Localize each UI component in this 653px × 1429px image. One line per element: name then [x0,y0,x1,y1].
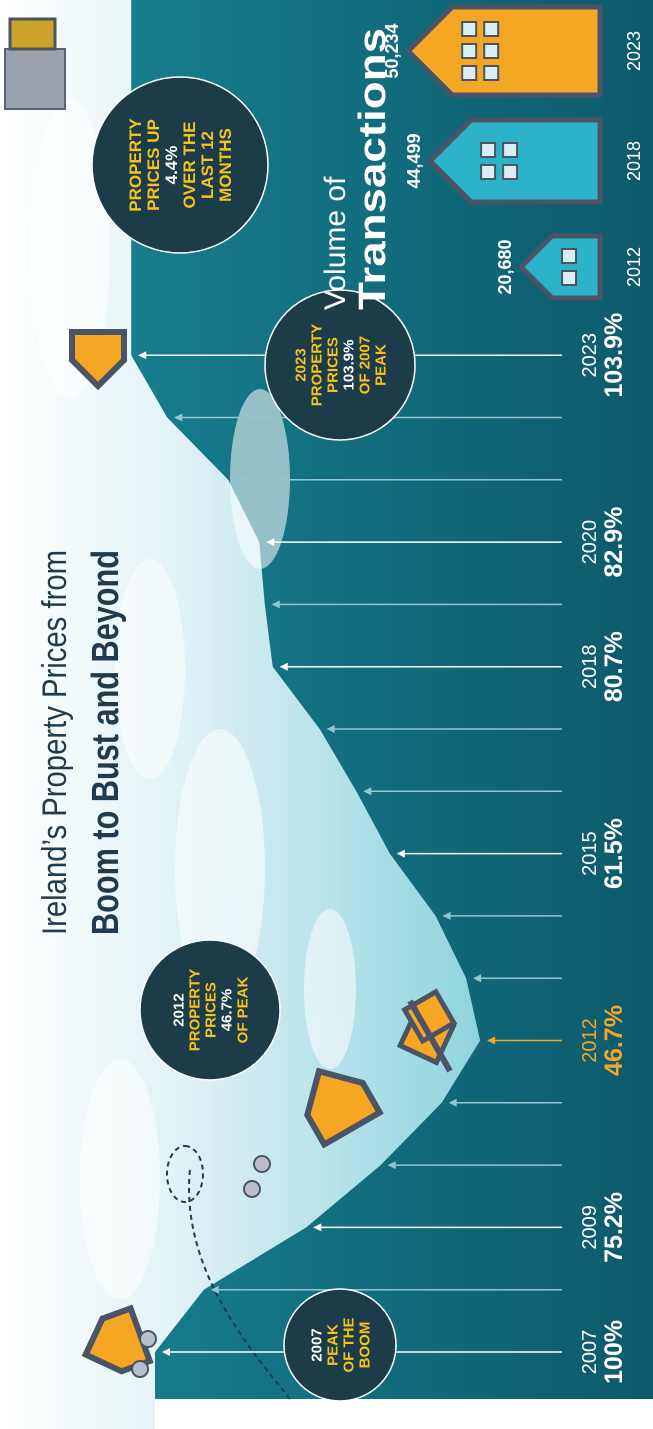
annotation-line: BOOM [356,1322,373,1369]
annotation-line: PROPERTY [126,118,145,212]
transactions-lead: Volume of [319,176,352,310]
annotation-line: PRICES [202,982,219,1038]
window [484,44,498,58]
annotation-line: PROPERTY [308,324,325,407]
year-label: 2015 [579,831,601,876]
bar-category-label: 2018 [624,141,644,181]
value-label: 82.9% [600,507,628,578]
bar-category-label: 2023 [624,31,644,71]
annotation-line: LAST 12 [198,131,217,199]
window [462,66,476,80]
annotation-line: OF 2007 [356,336,373,394]
year-label: 2012 [579,1018,601,1063]
annotation-line: PRICES [324,337,341,393]
annotation-line: 2023 [292,348,309,381]
title-main: Boom to Bust and Beyond [85,550,127,935]
window [462,44,476,58]
chart: Ireland’s Property Prices from Boom to B… [0,0,653,1429]
annotation-line: PRICES UP [144,119,163,211]
year-label: 2020 [579,520,601,565]
annotation-line: PROPERTY [186,969,203,1052]
bar-value-label: 20,680 [495,239,515,294]
annotation-line: 103.9% [340,340,357,391]
window [562,271,576,285]
title-lead: Ireland’s Property Prices from [36,550,74,935]
annotation-line: 2012 [170,993,187,1026]
year-label: 2007 [579,1330,601,1375]
window [503,143,517,157]
window [562,249,576,263]
house-bar [430,120,600,202]
bar-value-label: 44,499 [404,133,424,188]
annotation-line: MONTHS [216,128,235,202]
value-label: 61.5% [600,818,628,889]
infographic: Ireland’s Property Prices from Boom to B… [0,0,653,1429]
page: Ireland’s Property Prices from Boom to B… [0,0,653,1429]
window [462,22,476,36]
annotation-line: PEAK [324,1324,341,1366]
value-label: 103.9% [600,313,628,398]
annotation-line: 2007 [308,1328,325,1361]
bar-category-label: 2012 [624,247,644,287]
value-label: 100% [600,1320,628,1384]
annotation-line: 46.7% [218,989,235,1032]
annotation-line: OVER THE [180,122,199,209]
year-label: 2018 [579,644,601,689]
annotation-line: OF THE [340,1318,357,1373]
transactions-title: Transactions [352,28,394,310]
value-label: 46.7% [600,1005,628,1076]
value-label: 80.7% [600,631,628,702]
annotation-line: PEAK [372,344,389,386]
window [484,22,498,36]
window [481,143,495,157]
year-label: 2023 [579,333,601,378]
year-label: 2009 [579,1205,601,1250]
window [481,165,495,179]
annotation-line: OF PEAK [234,977,251,1044]
window [484,66,498,80]
annotation-line: 4.4% [162,146,181,185]
value-label: 75.2% [600,1192,628,1263]
window [503,165,517,179]
house-bar [408,7,600,95]
